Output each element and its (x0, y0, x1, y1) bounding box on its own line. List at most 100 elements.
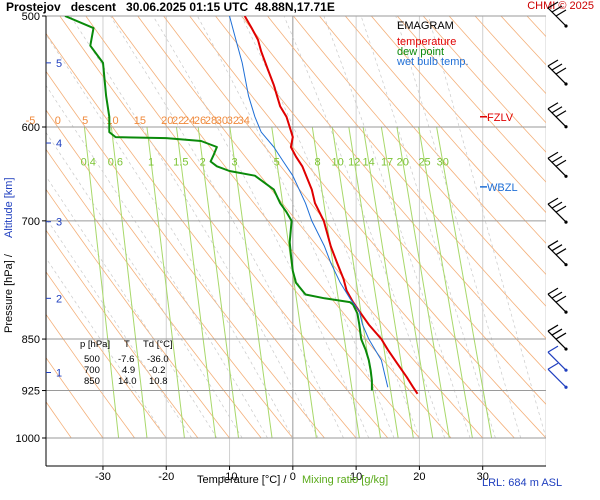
wind-barb (547, 345, 568, 372)
mixing-ratio-label: 10 (331, 156, 343, 168)
dry-adiabat-label: 26 (194, 115, 206, 127)
mixing-ratio-label: 1 (148, 156, 154, 168)
wind-barb-feather (547, 1, 559, 9)
wind-barb-feather (547, 324, 559, 332)
dry-adiabat-label: 22 (172, 115, 184, 127)
mixing-ratio-label: 0.4 (81, 156, 96, 168)
wind-barb (547, 324, 568, 351)
dry-adiabat (46, 70, 325, 439)
mixing-ratio-label: 25 (418, 156, 430, 168)
wind-barb (547, 197, 568, 224)
altitude-tick-label: 5 (56, 58, 62, 70)
mixing-ratio-label: 8 (314, 156, 320, 168)
table-cell: 500 (84, 354, 100, 365)
table-cell: -0.2 (149, 365, 165, 376)
wind-barb-feather (555, 159, 567, 167)
wind-barb-feather (555, 9, 567, 17)
wind-barb-feather (547, 345, 559, 353)
x-tick-label: -20 (158, 471, 174, 483)
mixing-ratio-label: 1.5 (173, 156, 188, 168)
dry-adiabat (579, 16, 600, 438)
x-tick-label: 30 (477, 471, 489, 483)
wind-barb-dot (564, 347, 568, 351)
wind-barb-feather (547, 197, 559, 205)
mixing-ratio-line (348, 126, 399, 439)
lrl-label: LRL: 684 m ASL (482, 477, 562, 489)
mixing-ratio-line (110, 126, 148, 439)
wind-barb-feather (555, 67, 567, 75)
wind-barb-feather (547, 59, 559, 67)
legend-wet-bulb: wet bulb temp. (396, 56, 469, 68)
moist-adiabat (46, 257, 167, 439)
mixing-ratio-label: 5 (274, 156, 280, 168)
dry-adiabat-label: 28 (205, 115, 217, 127)
header-bar: Prostejov descent 30.06.2025 01:15 UTC 4… (0, 0, 600, 16)
wind-barbs (547, 1, 568, 389)
moist-adiabat (46, 84, 268, 439)
table-cell: -36.0 (147, 354, 169, 365)
wind-barb-feather (547, 151, 559, 159)
dry-adiabat (46, 188, 230, 439)
mixing-ratio-line (362, 126, 414, 439)
mixing-ratio-line (271, 126, 317, 439)
wind-barb-feather (555, 295, 567, 303)
y-axis-label-altitude: Altitude [km] (3, 177, 15, 238)
wind-barb (547, 240, 568, 267)
mixing-ratio-label: 30 (437, 156, 449, 168)
x-axis-label-temperature: Temperature [°C] / (197, 474, 287, 486)
table-cell: 4.9 (122, 365, 135, 376)
wind-barb-feather (555, 332, 567, 340)
table-cell: -7.6 (118, 354, 134, 365)
altitude-tick-label: 2 (56, 293, 62, 305)
mixing-ratio-label: 17 (381, 156, 393, 168)
series-line-temperature (243, 16, 419, 395)
wind-barb-staff (547, 246, 567, 266)
mixing-ratio-label: 12 (348, 156, 360, 168)
wind-barb (547, 151, 568, 178)
table-cell: 14.0 (118, 376, 137, 387)
level-markers: FZLV WBZL (480, 112, 518, 194)
pressure-gridlines (46, 15, 546, 439)
table-cell: 10.8 (149, 376, 168, 387)
dry-adiabat-label: 20 (161, 115, 173, 127)
wind-barb-dot (564, 385, 568, 389)
dry-adiabat-label: 15 (134, 115, 146, 127)
mixing-ratio-label: 14 (363, 156, 375, 168)
dry-adiabat (267, 16, 546, 339)
moist-adiabat (428, 16, 546, 439)
copyright-text: CHMI © 2025 (527, 0, 594, 12)
mixing-ratio-label: 20 (397, 156, 409, 168)
wind-barb-feather (547, 287, 559, 295)
wind-barb-staff (547, 157, 567, 177)
wind-barb-dot (564, 220, 568, 224)
wind-barb-feather (551, 155, 563, 163)
wind-barb-feather (551, 328, 563, 336)
mixing-ratio-label: 3 (232, 156, 238, 168)
wind-barb-staff (547, 108, 567, 128)
legend: EMAGRAM temperature dew point wet bulb t… (396, 20, 469, 68)
x-tick-label: 0 (290, 471, 296, 483)
dry-adiabat (293, 16, 546, 307)
wind-barb-feather (547, 240, 559, 248)
moist-adiabats (46, 16, 546, 439)
wind-barb-dot (564, 82, 568, 86)
dry-adiabat (215, 16, 546, 405)
pressure-tick-label: 1000 (16, 433, 40, 445)
pressure-tick-label: 925 (22, 386, 40, 398)
mixing-ratio-label: 2 (200, 156, 206, 168)
wind-barb-staff (547, 330, 567, 350)
dry-adiabat (448, 16, 546, 124)
fzlv-label: FZLV (487, 112, 514, 124)
wind-barb-feather (551, 106, 563, 114)
x-axis-label-mixing: Mixing ratio [g/kg] (302, 474, 388, 486)
sounding-series (64, 16, 419, 395)
moist-adiabat (395, 16, 522, 439)
moist-adiabat (46, 175, 218, 439)
dry-adiabat (46, 229, 199, 439)
wind-barb (547, 362, 568, 389)
moist-adiabat (46, 33, 294, 439)
moist-adiabat (241, 16, 420, 439)
wind-barb-feather (547, 102, 559, 110)
wind-barb-dot (564, 263, 568, 267)
